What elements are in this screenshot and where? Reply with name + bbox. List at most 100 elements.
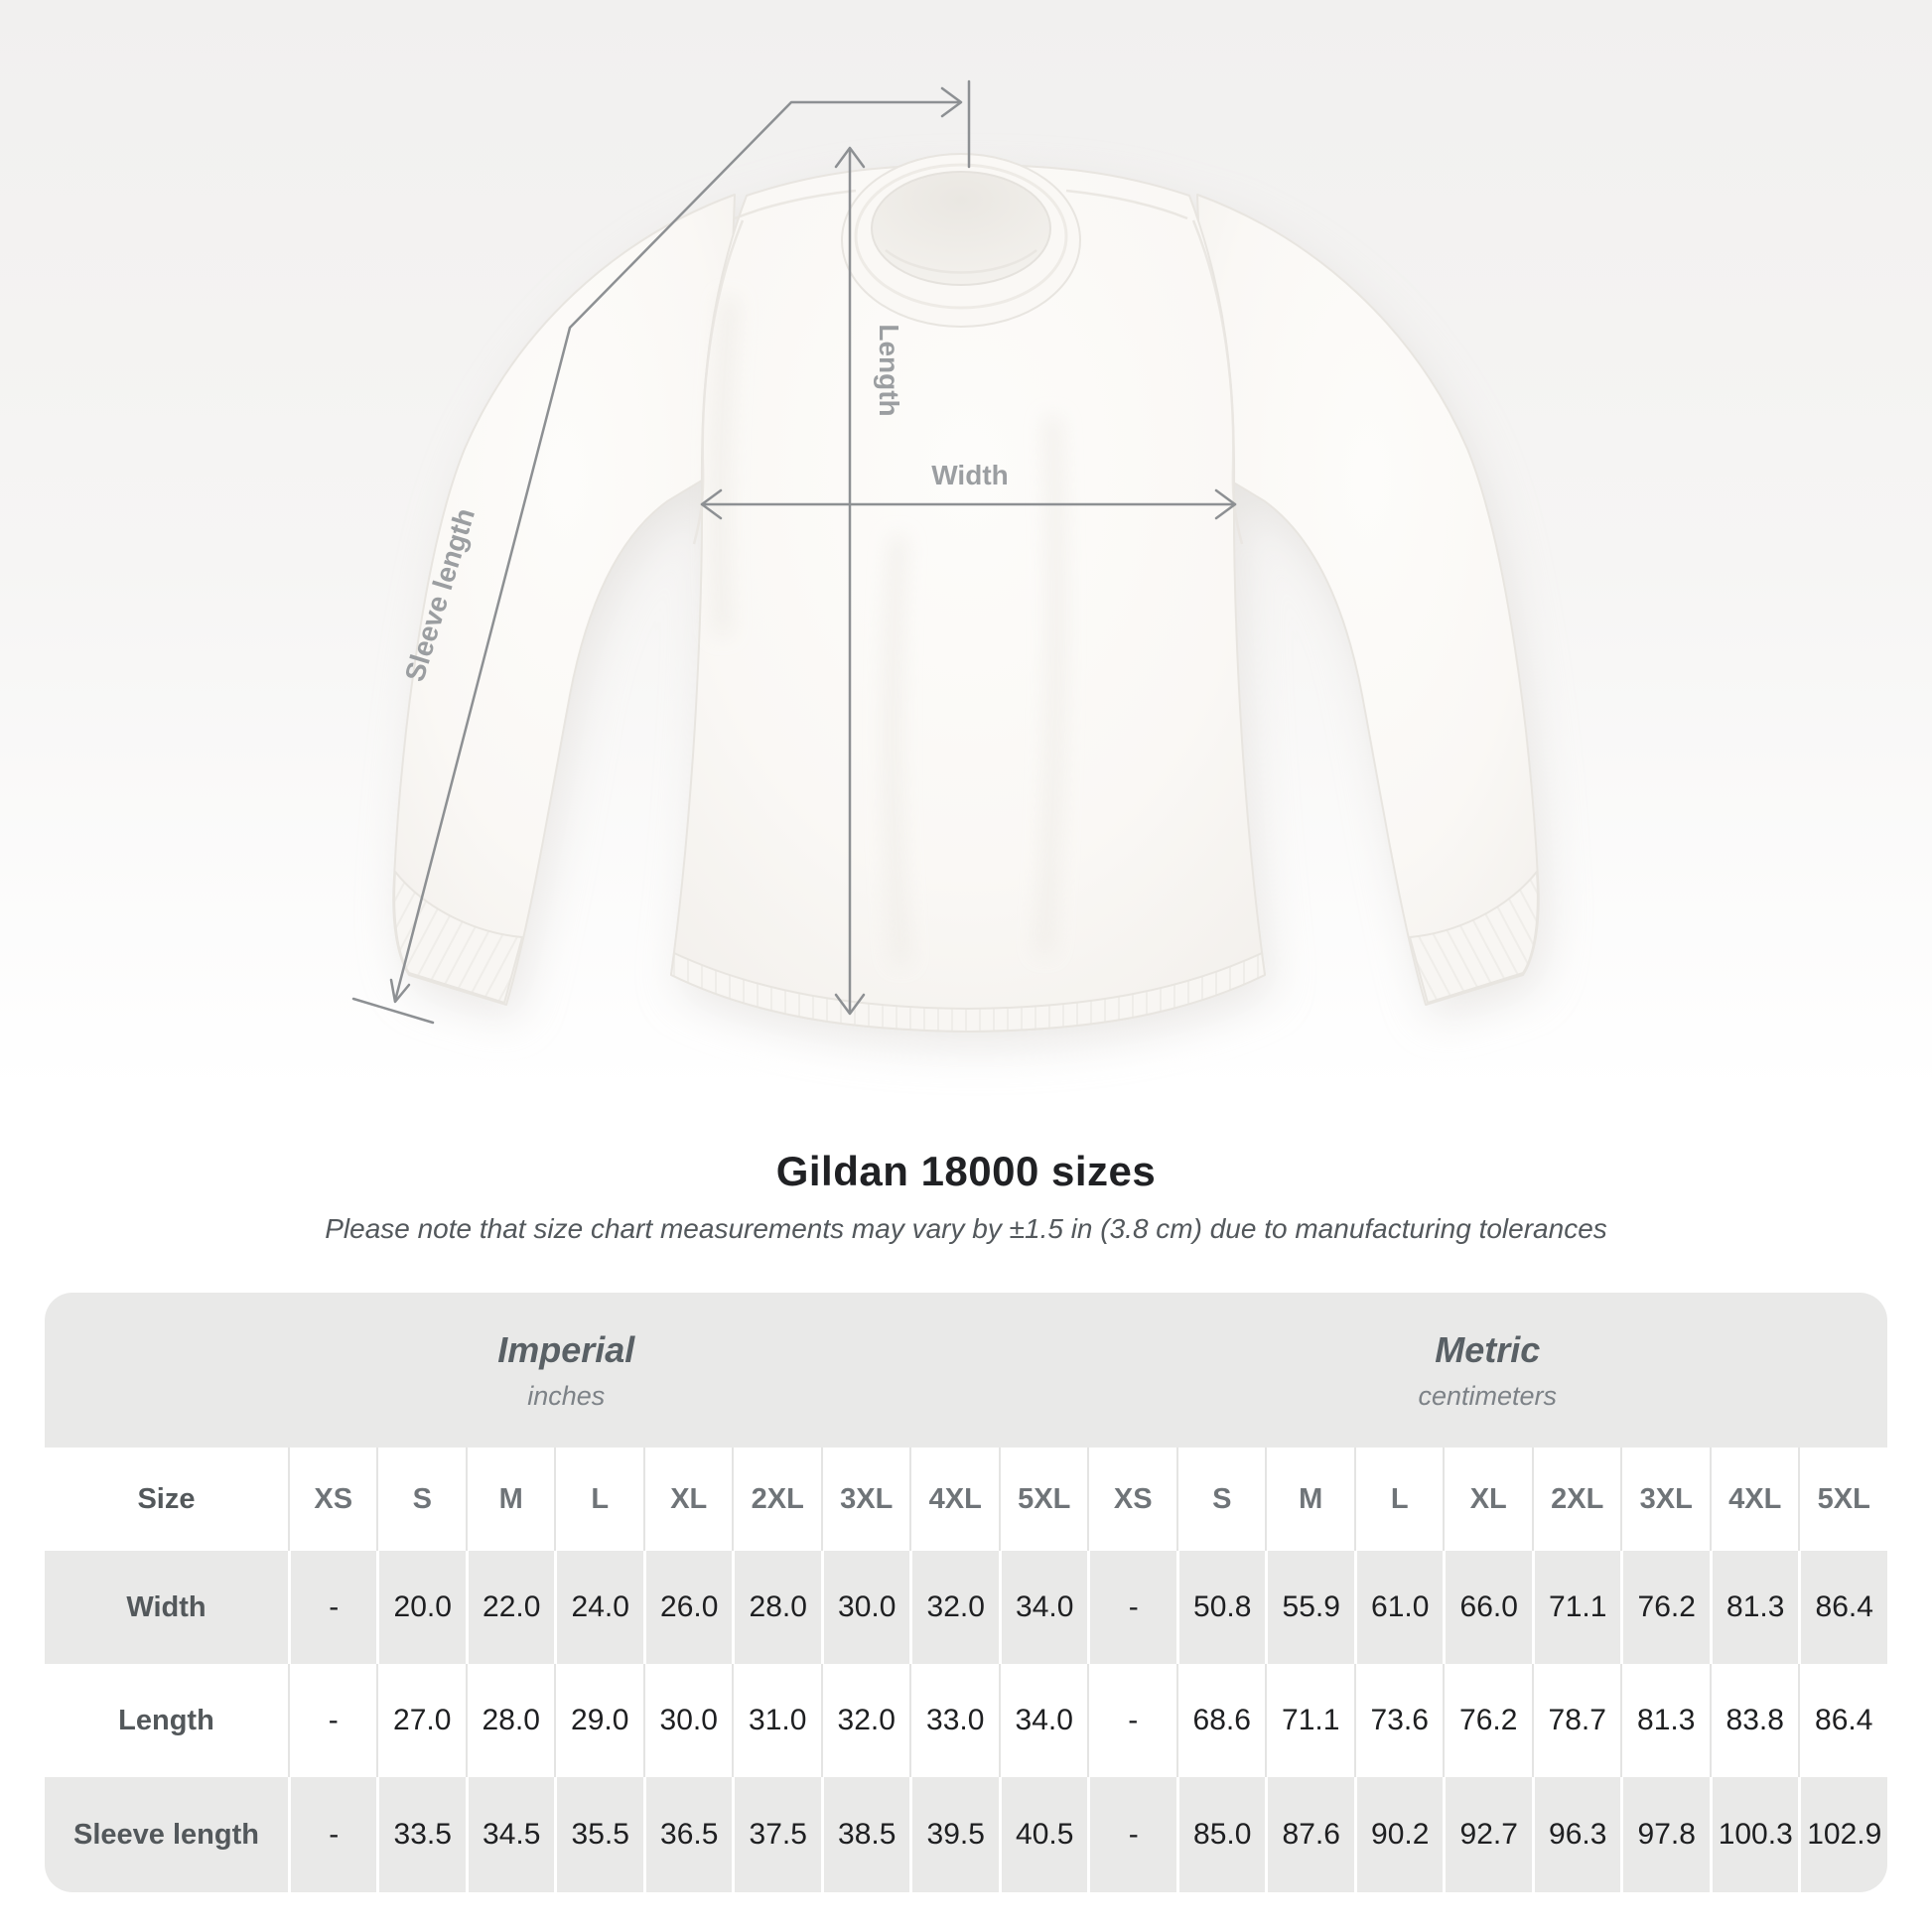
value-metric-xl: 76.2: [1443, 1664, 1532, 1777]
value-imperial-s: 27.0: [376, 1664, 466, 1777]
length-label: Length: [874, 324, 904, 416]
sweatshirt-image: [392, 153, 1540, 1033]
value-imperial-5xl: 34.0: [998, 1664, 1088, 1777]
value-metric-xs: -: [1087, 1664, 1176, 1777]
width-label: Width: [931, 460, 1009, 490]
right-armhole-seam: [1191, 219, 1244, 545]
value-imperial-2xl: 31.0: [732, 1664, 821, 1777]
value-metric-5xl: 86.4: [1798, 1551, 1887, 1664]
value-imperial-2xl: 28.0: [732, 1551, 821, 1664]
imperial-header: Imperial inches: [45, 1293, 1087, 1448]
value-metric-3xl: 97.8: [1620, 1777, 1710, 1892]
value-imperial-l: 24.0: [554, 1551, 643, 1664]
size-table: Imperial inches Metric centimeters Size X…: [45, 1293, 1887, 1892]
size-column-header: Size: [137, 1482, 196, 1515]
value-metric-2xl: 71.1: [1531, 1551, 1621, 1664]
value-imperial-xs: -: [287, 1664, 377, 1777]
size-header-row: Size XS S M L XL 2XL 3XL 4XL 5XL XS S M L XL 2XL 3XL 4XL 5…: [45, 1448, 1887, 1551]
right-shoulder-seam: [1065, 189, 1188, 220]
value-imperial-4xl: 32.0: [909, 1551, 999, 1664]
size-header-metric-4xl: 4XL: [1709, 1448, 1799, 1551]
value-imperial-s: 20.0: [376, 1551, 466, 1664]
value-imperial-xs: -: [287, 1777, 377, 1892]
left-shoulder-seam: [734, 189, 857, 220]
value-imperial-5xl: 40.5: [998, 1777, 1088, 1892]
size-header-metric-m: M: [1265, 1448, 1354, 1551]
value-metric-s: 68.6: [1175, 1664, 1266, 1777]
value-imperial-m: 28.0: [465, 1664, 555, 1777]
size-header-imperial-5xl: 5XL: [998, 1448, 1088, 1551]
value-imperial-4xl: 33.0: [909, 1664, 999, 1777]
value-imperial-3xl: 30.0: [820, 1551, 910, 1664]
sleeve-length-row: Sleeve length -33.5 34.5 35.5 36.5 37.5 38.5 39…: [45, 1777, 1887, 1892]
size-header-imperial-s: S: [376, 1448, 466, 1551]
value-metric-5xl: 86.4: [1798, 1664, 1887, 1777]
value-imperial-xl: 36.5: [642, 1777, 733, 1892]
value-metric-2xl: 78.7: [1531, 1664, 1621, 1777]
value-imperial-xs: -: [287, 1551, 377, 1664]
metric-unit: centimeters: [1418, 1380, 1558, 1411]
size-header-imperial-l: L: [554, 1448, 643, 1551]
value-imperial-5xl: 34.0: [998, 1551, 1088, 1664]
value-metric-m: 71.1: [1265, 1664, 1354, 1777]
value-imperial-xl: 26.0: [642, 1551, 733, 1664]
value-metric-4xl: 81.3: [1709, 1551, 1799, 1664]
left-cuff: [393, 871, 523, 1004]
value-imperial-l: 29.0: [554, 1664, 643, 1777]
value-metric-xl: 92.7: [1443, 1777, 1532, 1892]
size-header-imperial-3xl: 3XL: [820, 1448, 910, 1551]
length-row: Length -27.0 28.0 29.0 30.0 31.0 32.0 33.0 34.0-…: [45, 1664, 1887, 1777]
value-metric-xl: 66.0: [1443, 1551, 1532, 1664]
page-title: Gildan 18000 sizes: [775, 1148, 1157, 1194]
value-metric-xs: -: [1087, 1777, 1176, 1892]
size-header-imperial-4xl: 4XL: [909, 1448, 999, 1551]
tolerance-note: Please note that size chart measurements…: [325, 1213, 1607, 1244]
measurement-lines: [351, 79, 1237, 1025]
size-header-imperial-xl: XL: [642, 1448, 733, 1551]
value-imperial-s: 33.5: [376, 1777, 466, 1892]
imperial-unit: inches: [527, 1380, 606, 1411]
unit-band: Imperial inches Metric centimeters: [45, 1293, 1887, 1448]
value-imperial-l: 35.5: [554, 1777, 643, 1892]
value-imperial-4xl: 39.5: [909, 1777, 999, 1892]
metric-header: Metric centimeters: [1087, 1293, 1887, 1448]
value-metric-m: 55.9: [1265, 1551, 1354, 1664]
sleeve-measure-line: [351, 79, 971, 1025]
value-imperial-2xl: 37.5: [732, 1777, 821, 1892]
value-metric-4xl: 100.3: [1709, 1777, 1799, 1892]
value-metric-xs: -: [1087, 1551, 1176, 1664]
value-metric-s: 85.0: [1175, 1777, 1266, 1892]
value-imperial-m: 34.5: [465, 1777, 555, 1892]
size-header-metric-5xl: 5XL: [1798, 1448, 1887, 1551]
row-label: Length: [118, 1704, 214, 1736]
size-header-imperial-2xl: 2XL: [732, 1448, 821, 1551]
size-header-imperial-xs: XS: [287, 1448, 377, 1551]
width-row: Width -20.0 22.0 24.0 26.0 28.0 30.0 32.0 34.0-5…: [45, 1551, 1887, 1664]
size-header-metric-xs: XS: [1087, 1448, 1176, 1551]
value-metric-l: 73.6: [1353, 1664, 1444, 1777]
value-metric-m: 87.6: [1265, 1777, 1354, 1892]
row-label: Sleeve length: [73, 1818, 259, 1851]
value-metric-3xl: 76.2: [1620, 1551, 1710, 1664]
value-imperial-m: 22.0: [465, 1551, 555, 1664]
waistband: [670, 952, 1266, 1033]
length-measure-line: [834, 146, 866, 1016]
value-metric-l: 90.2: [1353, 1777, 1444, 1892]
size-header-metric-xl: XL: [1443, 1448, 1532, 1551]
row-label: Width: [126, 1590, 207, 1623]
width-measure-line: [700, 488, 1237, 520]
size-header-metric-2xl: 2XL: [1531, 1448, 1621, 1551]
metric-title: Metric: [1435, 1328, 1541, 1370]
right-cuff: [1409, 871, 1539, 1004]
value-imperial-xl: 30.0: [642, 1664, 733, 1777]
value-metric-5xl: 102.9: [1798, 1777, 1887, 1892]
value-metric-4xl: 83.8: [1709, 1664, 1799, 1777]
value-metric-l: 61.0: [1353, 1551, 1444, 1664]
size-header-metric-3xl: 3XL: [1620, 1448, 1710, 1551]
value-imperial-3xl: 32.0: [820, 1664, 910, 1777]
value-metric-s: 50.8: [1175, 1551, 1266, 1664]
size-header-imperial-m: M: [465, 1448, 555, 1551]
value-metric-2xl: 96.3: [1531, 1777, 1621, 1892]
size-header-metric-l: L: [1353, 1448, 1444, 1551]
